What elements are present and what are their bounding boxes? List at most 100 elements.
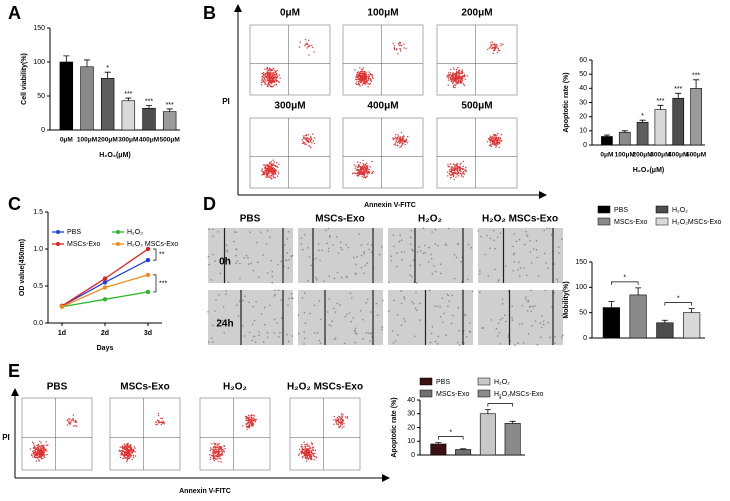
event-dot — [399, 141, 401, 144]
event-dot — [361, 77, 363, 79]
event-dot — [255, 418, 257, 421]
event-dot — [359, 162, 361, 164]
event-dot — [364, 76, 367, 79]
panel-letter: B — [203, 3, 216, 23]
event-dot — [333, 415, 336, 418]
event-dot — [454, 164, 456, 166]
event-dot — [464, 75, 466, 77]
event-dot — [358, 172, 360, 174]
event-dot — [365, 168, 368, 170]
wound-image — [208, 228, 293, 283]
event-dot — [459, 163, 461, 166]
event-dot — [42, 457, 44, 460]
event-dot — [464, 169, 466, 171]
event-dot — [405, 138, 408, 140]
event-dot — [454, 73, 456, 75]
event-dot — [213, 460, 216, 462]
event-dot — [453, 79, 455, 81]
event-dot — [353, 164, 356, 166]
event-dot — [304, 448, 306, 450]
cell-dot — [339, 246, 342, 249]
event-dot — [252, 423, 255, 425]
cell-dot — [381, 299, 384, 302]
event-dot — [277, 171, 280, 173]
event-dot — [450, 78, 452, 81]
event-dot — [462, 176, 464, 178]
cell-dot — [416, 282, 418, 284]
cell-dot — [259, 231, 262, 233]
event-dot — [361, 172, 364, 174]
cell-dot — [354, 263, 357, 266]
flow-plot — [342, 24, 424, 96]
event-dot — [304, 138, 306, 140]
cell-dot — [422, 252, 425, 255]
event-dot — [456, 74, 458, 76]
cell-dot — [412, 259, 415, 262]
cell-dot — [422, 227, 425, 230]
cell-dot — [277, 263, 279, 266]
cell-dot — [287, 266, 290, 269]
event-dot — [130, 455, 132, 457]
event-dot — [215, 449, 218, 451]
event-dot — [219, 455, 221, 457]
event-dot — [303, 448, 305, 451]
event-dot — [250, 418, 252, 421]
event-dot — [268, 68, 271, 71]
cell-dot — [287, 340, 290, 343]
event-dot — [451, 76, 453, 78]
cell-dot — [522, 342, 525, 344]
event-dot — [371, 76, 374, 79]
cell-dot — [239, 262, 241, 265]
event-dot — [45, 441, 47, 443]
event-dot — [494, 47, 496, 49]
event-dot — [458, 175, 460, 177]
cell-dot — [439, 315, 442, 318]
event-dot — [371, 74, 373, 76]
event-dot — [120, 454, 122, 456]
cell-dot — [273, 295, 276, 297]
event-dot — [42, 451, 45, 453]
event-dot — [337, 424, 340, 426]
event-dot — [399, 48, 401, 50]
event-dot — [354, 172, 356, 174]
event-dot — [393, 137, 395, 140]
cell-dot — [222, 306, 225, 308]
event-dot — [360, 79, 362, 82]
event-dot — [462, 160, 465, 163]
cell-dot — [367, 298, 369, 301]
event-dot — [461, 71, 463, 73]
cell-dot — [364, 264, 367, 267]
cell-dot — [561, 315, 563, 317]
cell-dot — [401, 258, 403, 261]
event-dot — [126, 453, 129, 455]
event-dot — [363, 70, 366, 73]
event-dot — [268, 84, 271, 86]
event-dot — [245, 418, 248, 420]
event-dot — [268, 167, 271, 169]
event-dot — [336, 423, 338, 425]
event-dot — [362, 70, 364, 73]
event-dot — [500, 43, 502, 45]
x-tick-label: 2d — [101, 330, 109, 337]
event-dot — [499, 137, 501, 140]
event-dot — [300, 445, 302, 448]
event-dot — [306, 47, 308, 49]
event-dot — [272, 159, 274, 161]
event-dot — [247, 418, 250, 420]
cell-dot — [467, 243, 470, 246]
event-dot — [358, 169, 361, 171]
cell-dot — [482, 326, 484, 329]
event-dot — [302, 451, 304, 453]
event-dot — [394, 142, 397, 144]
event-dot — [254, 418, 256, 420]
bar — [100, 78, 115, 131]
event-dot — [252, 414, 254, 416]
event-dot — [462, 83, 465, 85]
event-dot — [365, 78, 367, 81]
event-dot — [354, 167, 356, 169]
event-dot — [500, 45, 502, 47]
condition-label: MSCs-Exo — [120, 382, 169, 393]
cell-dot — [343, 342, 346, 345]
y-tick-label: 0 — [583, 142, 587, 149]
event-dot — [33, 454, 35, 456]
